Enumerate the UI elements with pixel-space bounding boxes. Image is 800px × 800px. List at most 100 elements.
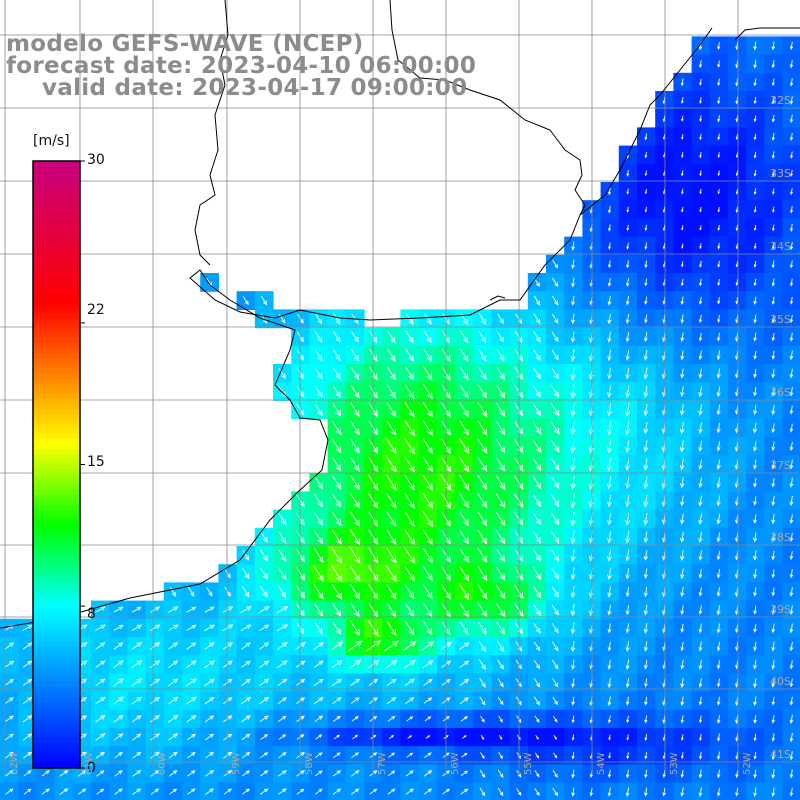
wind-arrow	[386, 511, 397, 527]
wind-arrow	[789, 660, 794, 670]
wind-arrow	[22, 678, 33, 686]
colorbar-segment	[33, 510, 80, 516]
colorbar-segment	[33, 161, 80, 167]
wind-arrow	[552, 678, 559, 688]
longitude-label: 59W	[231, 752, 242, 775]
wind-arrow	[95, 696, 106, 705]
wind-arrow	[753, 314, 757, 324]
wind-arrow	[532, 603, 542, 617]
wind-arrow	[680, 752, 684, 760]
wind-arrow	[532, 549, 542, 562]
wind-arrow	[404, 456, 415, 473]
wind-arrow	[314, 331, 323, 343]
colorbar-segment	[33, 570, 80, 577]
wind-arrow	[406, 752, 414, 758]
wind-arrow	[204, 642, 215, 650]
wind-arrow	[187, 752, 196, 759]
wind-arrow	[681, 261, 684, 268]
wind-arrow	[167, 624, 179, 632]
latitude-label: 38S	[770, 531, 791, 544]
wind-arrow	[716, 532, 721, 543]
colorbar-segment	[33, 560, 80, 567]
wind-arrow	[680, 477, 685, 489]
wind-arrow	[150, 715, 160, 723]
wind-arrow	[625, 439, 631, 453]
wind-arrow	[717, 207, 720, 213]
wind-arrow	[681, 134, 684, 140]
wind-arrow	[753, 243, 757, 250]
wind-arrow	[222, 660, 233, 668]
wind-arrow	[241, 752, 251, 759]
colorbar-segment	[33, 732, 80, 739]
colorbar-segment	[33, 682, 80, 688]
wind-arrow	[114, 751, 123, 759]
wind-arrow	[95, 624, 106, 631]
colorbar-segment	[33, 388, 80, 395]
colorbar-segment	[33, 398, 80, 405]
wind-arrow	[386, 420, 397, 436]
wind-arrow	[332, 457, 342, 472]
wind-arrow	[643, 458, 649, 471]
wind-arrow	[735, 206, 739, 214]
wind-arrow	[753, 477, 757, 488]
wind-arrow	[753, 496, 757, 506]
wind-arrow	[404, 584, 415, 600]
wind-arrow	[607, 696, 612, 707]
wind-arrow	[167, 606, 179, 613]
wind-arrow	[351, 331, 359, 343]
wind-arrow	[680, 332, 685, 343]
wind-arrow	[423, 770, 433, 777]
wind-arrow	[716, 623, 721, 634]
wind-arrow	[680, 386, 685, 398]
wind-arrow	[753, 769, 757, 779]
wind-arrow	[331, 660, 343, 669]
colorbar-segment	[33, 307, 80, 314]
wind-arrow	[716, 569, 721, 579]
wind-speed-cell	[491, 782, 511, 800]
colorbar-segment	[33, 287, 80, 293]
colorbar-segment	[33, 722, 80, 728]
wind-arrow	[680, 350, 685, 361]
longitude-label: 62W	[9, 752, 20, 775]
wind-arrow	[313, 678, 324, 686]
wind-arrow	[551, 586, 559, 598]
wind-arrow	[771, 495, 776, 507]
wind-arrow	[149, 624, 161, 632]
colorbar-segment	[33, 201, 80, 207]
wind-arrow	[607, 715, 612, 724]
colorbar-segment	[33, 393, 80, 400]
wind-arrow	[789, 532, 794, 543]
wind-arrow	[735, 787, 739, 797]
wind-arrow	[516, 788, 522, 796]
wind-arrow	[680, 97, 684, 105]
wind-arrow	[644, 752, 648, 760]
wind-arrow	[422, 474, 433, 491]
wind-arrow	[717, 78, 721, 87]
wind-arrow	[698, 459, 703, 470]
colorbar-segment	[33, 191, 80, 197]
wind-arrow	[459, 583, 470, 600]
wind-arrow	[278, 715, 287, 722]
wind-arrow	[753, 350, 757, 360]
wind-arrow	[789, 296, 794, 305]
wind-arrow	[204, 715, 215, 723]
wind-arrow	[551, 512, 560, 526]
wind-arrow	[259, 696, 270, 705]
colorbar-segment	[33, 408, 80, 415]
colorbar-tick-label: 30	[87, 152, 105, 168]
colorbar-segment	[33, 434, 80, 440]
wind-arrow	[495, 457, 506, 472]
wind-arrow	[789, 732, 794, 743]
longitude-label: 55W	[523, 752, 534, 775]
wind-arrow	[422, 547, 433, 563]
wind-arrow	[149, 641, 161, 650]
wind-arrow	[716, 404, 721, 416]
wind-arrow	[607, 787, 612, 797]
wind-arrow	[698, 641, 703, 652]
wind-arrow	[571, 241, 575, 251]
wind-arrow	[479, 787, 486, 797]
wind-arrow	[113, 714, 124, 723]
wind-arrow	[551, 494, 560, 508]
latitude-label: 32S	[770, 94, 791, 107]
wind-arrow	[313, 660, 324, 668]
